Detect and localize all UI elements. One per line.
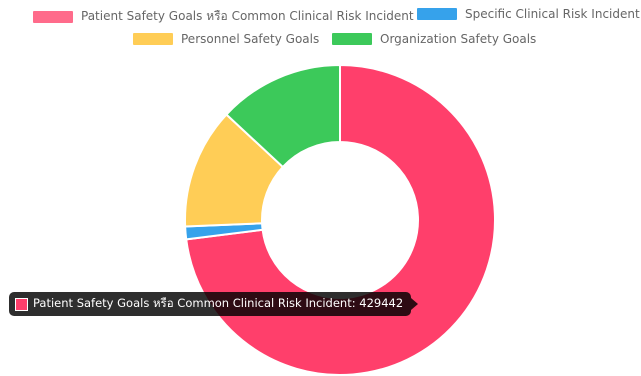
slice-organization-safety[interactable]: [224, 63, 341, 169]
legend-item-specific-clinical[interactable]: Specific Clinical Risk Incident: [417, 7, 640, 21]
legend-label-patient-safety: Patient Safety Goals หรือ Common Clinica…: [81, 9, 414, 23]
legend-swatch-personnel-safety: [133, 33, 173, 45]
legend-item-patient-safety[interactable]: Patient Safety Goals หรือ Common Clinica…: [33, 7, 414, 26]
chart-tooltip: Patient Safety Goals หรือ Common Clinica…: [9, 292, 419, 316]
legend-swatch-patient-safety: [33, 10, 73, 23]
tooltip-text: Patient Safety Goals หรือ Common Clinica…: [33, 296, 404, 310]
legend-swatch-specific-clinical: [417, 8, 457, 20]
legend-item-organization-safety[interactable]: Organization Safety Goals: [332, 32, 536, 46]
legend-item-personnel-safety[interactable]: Personnel Safety Goals: [133, 32, 319, 46]
legend-swatch-organization-safety: [332, 33, 372, 45]
legend-label-organization-safety: Organization Safety Goals: [380, 32, 537, 46]
legend-label-personnel-safety: Personnel Safety Goals: [181, 32, 320, 46]
tooltip-swatch: [15, 297, 28, 311]
legend-label-specific-clinical: Specific Clinical Risk Incident: [465, 7, 640, 21]
